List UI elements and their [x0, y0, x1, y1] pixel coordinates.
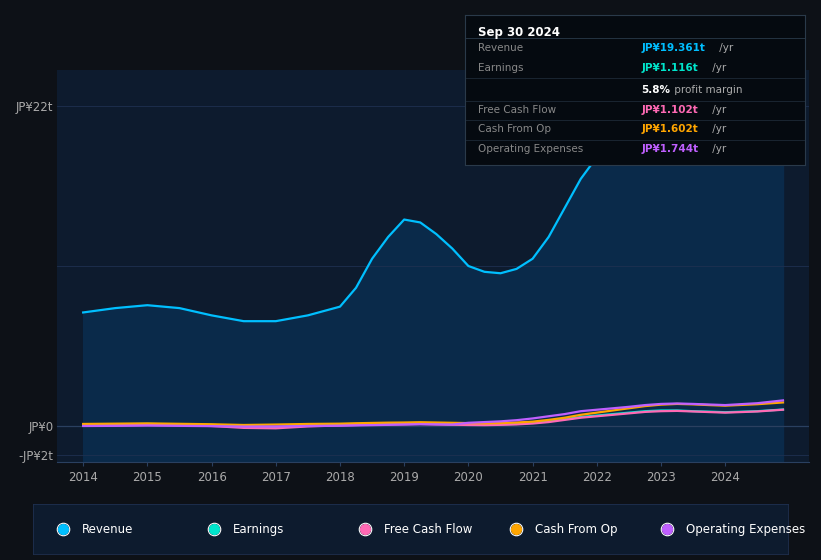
Text: Earnings: Earnings [479, 63, 524, 73]
Text: Operating Expenses: Operating Expenses [479, 144, 584, 153]
Text: JP¥1.602t: JP¥1.602t [641, 124, 698, 134]
Text: /yr: /yr [709, 124, 726, 134]
Text: /yr: /yr [709, 144, 726, 153]
Text: Free Cash Flow: Free Cash Flow [479, 105, 557, 115]
Text: Operating Expenses: Operating Expenses [686, 522, 805, 536]
Text: Revenue: Revenue [479, 43, 524, 53]
Text: JP¥1.116t: JP¥1.116t [641, 63, 698, 73]
Text: JP¥19.361t: JP¥19.361t [641, 43, 705, 53]
Text: JP¥1.102t: JP¥1.102t [641, 105, 698, 115]
Text: Revenue: Revenue [82, 522, 133, 536]
Text: Cash From Op: Cash From Op [535, 522, 617, 536]
Text: 5.8%: 5.8% [641, 85, 671, 95]
Text: Earnings: Earnings [233, 522, 284, 536]
Text: Free Cash Flow: Free Cash Flow [384, 522, 472, 536]
Text: profit margin: profit margin [672, 85, 743, 95]
Text: /yr: /yr [709, 105, 726, 115]
Text: Cash From Op: Cash From Op [479, 124, 551, 134]
Text: /yr: /yr [709, 63, 726, 73]
Text: JP¥1.744t: JP¥1.744t [641, 144, 699, 153]
Text: Sep 30 2024: Sep 30 2024 [479, 26, 560, 39]
Text: /yr: /yr [716, 43, 733, 53]
